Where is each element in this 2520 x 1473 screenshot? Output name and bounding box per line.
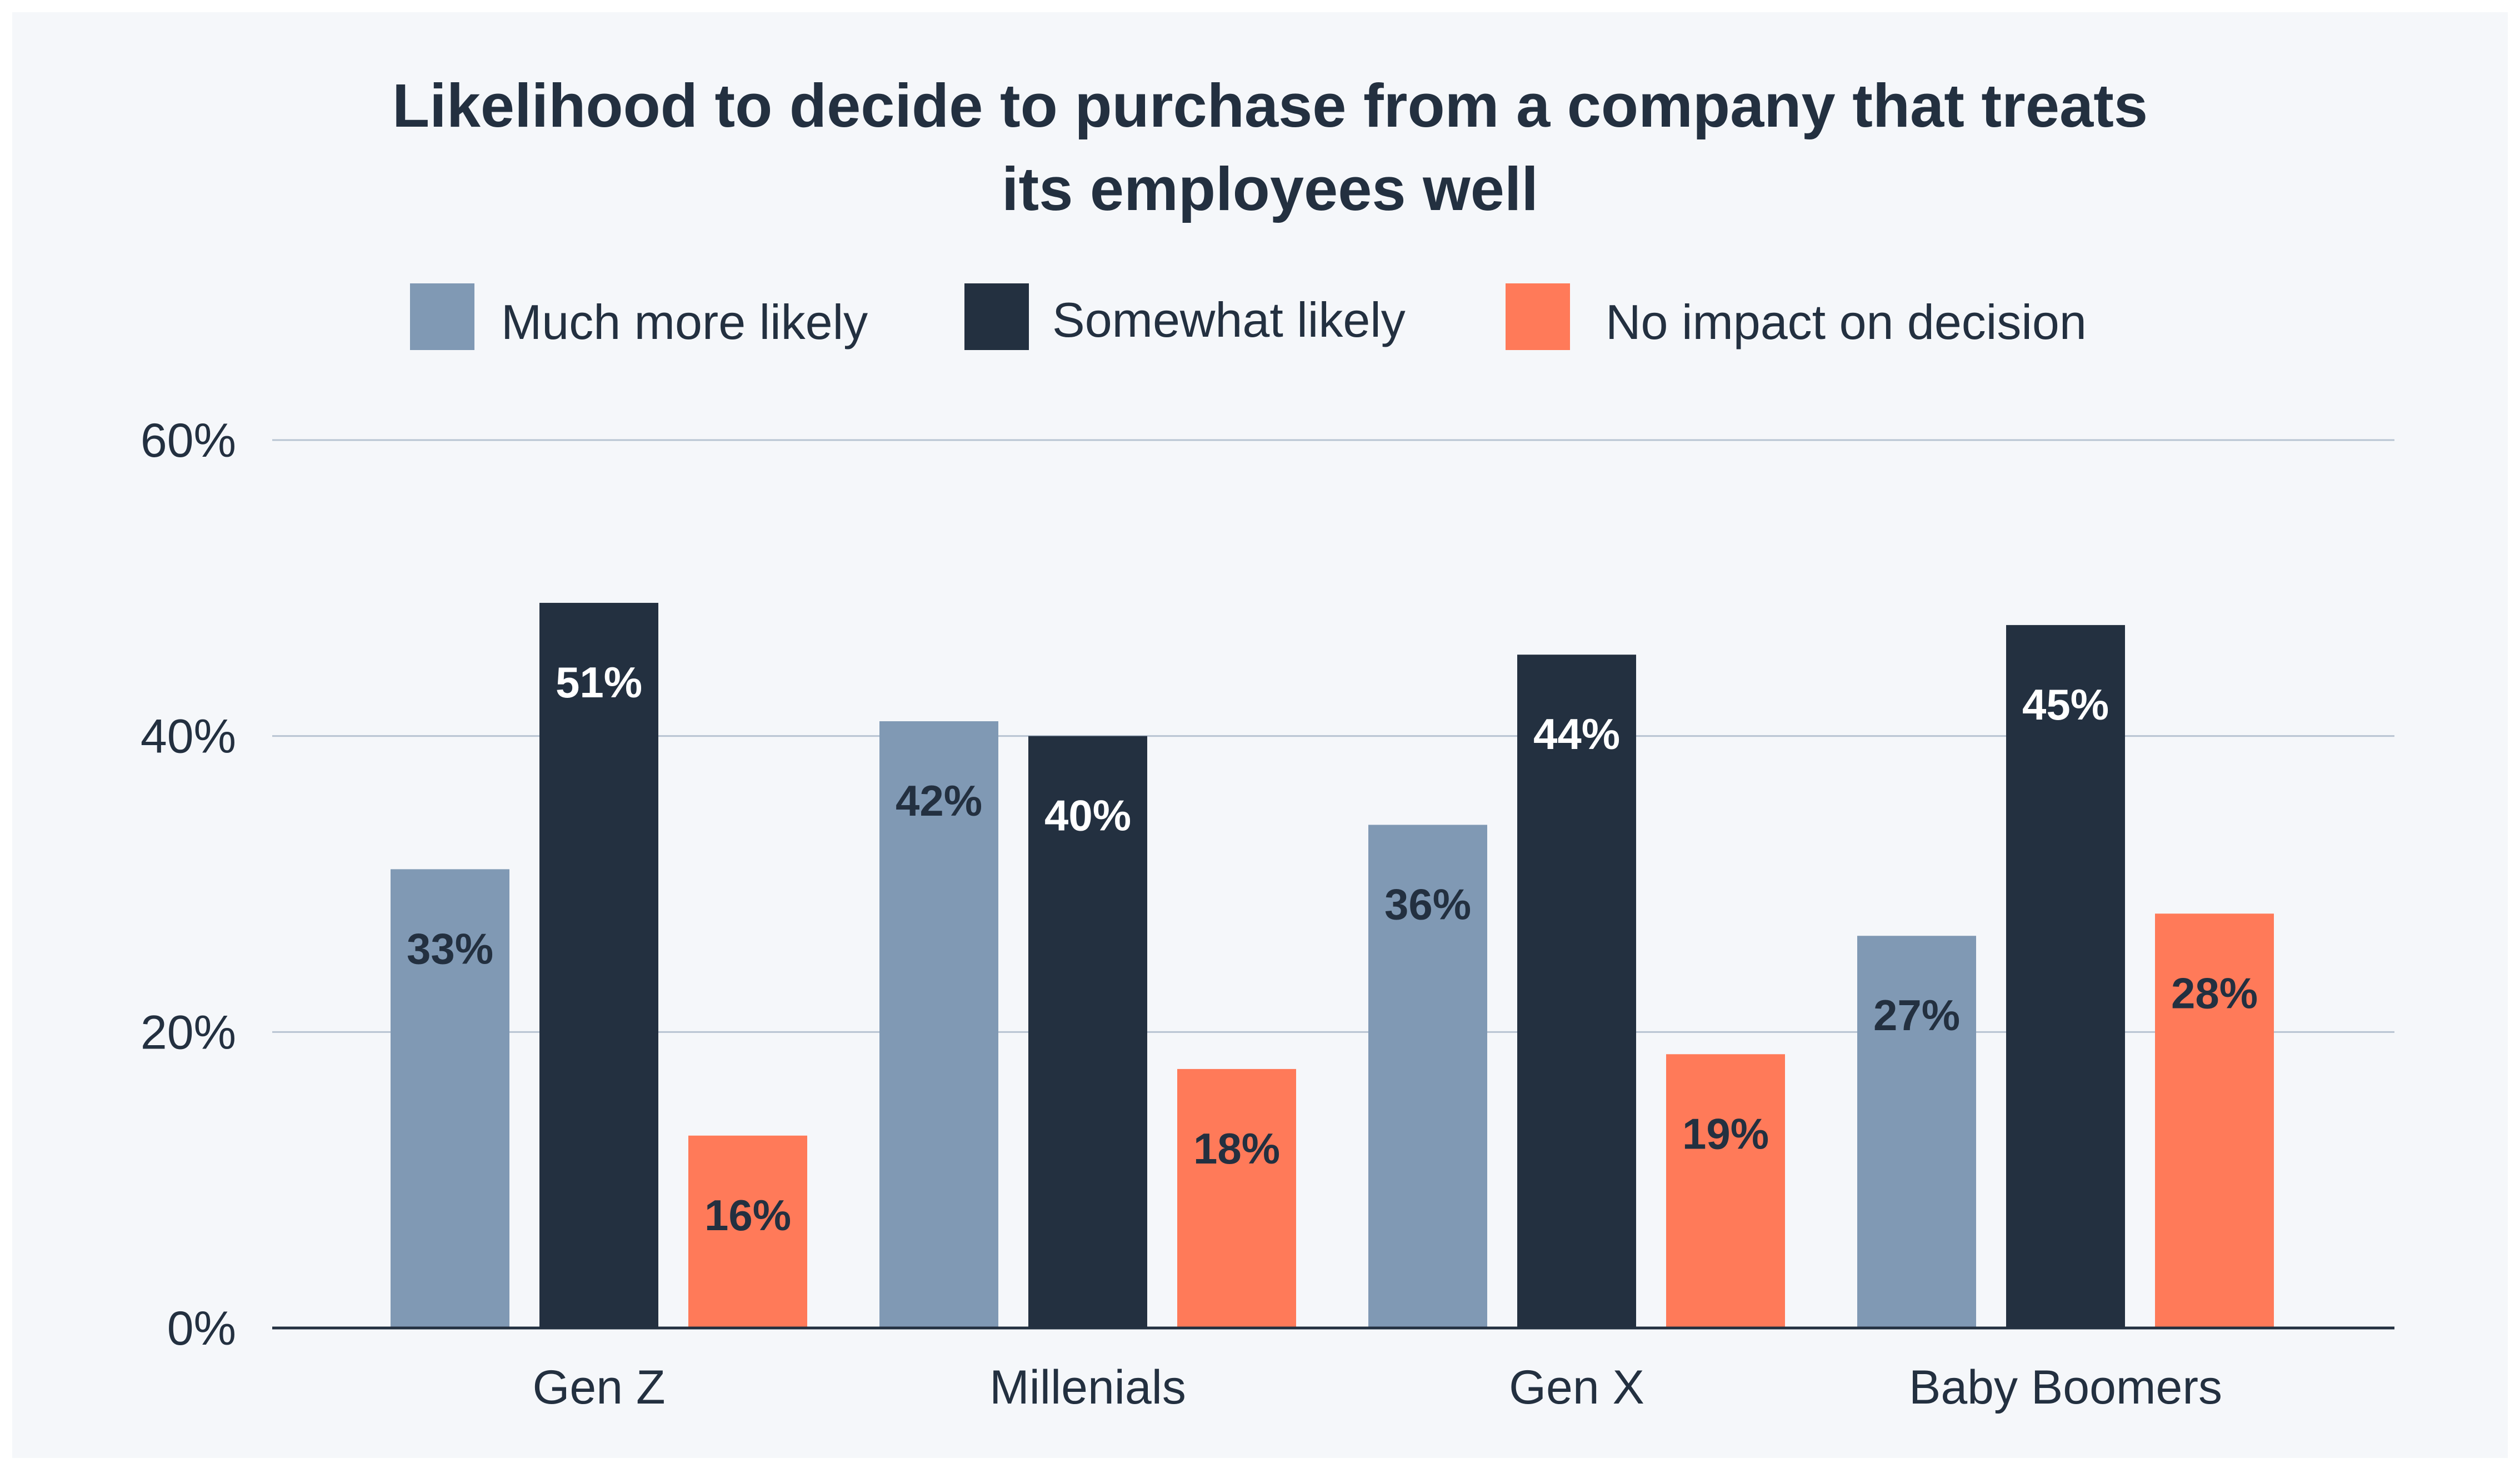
y-tick-label-20: 20% — [141, 1006, 236, 1059]
legend-swatch-somewhat-likely — [964, 283, 1029, 350]
bar-label-baby-boomers-no-impact-on-decision: 28% — [2171, 968, 2258, 1017]
legend-label-somewhat-likely: Somewhat likely — [1052, 292, 1406, 347]
bar-label-gen-z-no-impact-on-decision: 16% — [704, 1191, 791, 1240]
bar-label-millenials-no-impact-on-decision: 18% — [1193, 1124, 1280, 1173]
bar-gen-x-no-impact-on-decision — [1666, 1054, 1785, 1328]
x-category-label-millenials: Millenials — [989, 1361, 1186, 1414]
legend-label-much-more-likely: Much more likely — [501, 294, 868, 349]
x-category-label-baby-boomers: Baby Boomers — [1909, 1361, 2222, 1414]
legend-label-no-impact-on-decision: No impact on decision — [1606, 294, 2087, 349]
bars — [391, 602, 2274, 1328]
chart-title: Likelihood to decide to purchase from a … — [392, 72, 2148, 223]
bar-gen-z-no-impact-on-decision — [688, 1135, 807, 1328]
bar-label-millenials-much-more-likely: 42% — [896, 776, 982, 825]
bar-label-gen-x-somewhat-likely: 44% — [1533, 710, 1620, 758]
bar-value-labels: 33% 51% 16% 42% 40% 18% 36% 44% 19% 27% 45% 28% — [407, 658, 2258, 1240]
chart-title-line-2: its employees well — [1002, 155, 1538, 223]
chart-title-line-1: Likelihood to decide to purchase from a … — [392, 72, 2148, 140]
bar-label-millenials-somewhat-likely: 40% — [1044, 791, 1131, 840]
x-axis-category-labels: Gen Z Millenials Gen X Baby Boomers — [533, 1361, 2223, 1414]
bar-baby-boomers-no-impact-on-decision — [2155, 913, 2274, 1328]
bar-baby-boomers-much-more-likely — [1857, 936, 1976, 1328]
bar-gen-x-somewhat-likely — [1517, 655, 1636, 1328]
bar-millenials-somewhat-likely — [1028, 736, 1147, 1328]
x-category-label-gen-z: Gen Z — [533, 1361, 666, 1414]
legend-swatch-no-impact-on-decision — [1506, 283, 1570, 350]
bar-millenials-much-more-likely — [879, 721, 998, 1328]
x-category-label-gen-x: Gen X — [1509, 1361, 1644, 1414]
legend-item-somewhat-likely: Somewhat likely — [964, 283, 1406, 350]
bar-gen-z-much-more-likely — [391, 869, 509, 1328]
legend-item-no-impact-on-decision: No impact on decision — [1506, 283, 2087, 350]
y-tick-label-40: 40% — [141, 710, 236, 763]
bar-millenials-no-impact-on-decision — [1177, 1068, 1296, 1328]
bar-baby-boomers-somewhat-likely — [2006, 625, 2125, 1328]
bar-label-baby-boomers-much-more-likely: 27% — [1873, 991, 1960, 1040]
chart-legend: Much more likely Somewhat likely No impa… — [410, 283, 2087, 350]
bar-label-gen-x-no-impact-on-decision: 19% — [1682, 1109, 1769, 1158]
legend-item-much-more-likely: Much more likely — [410, 283, 868, 350]
bar-gen-x-much-more-likely — [1368, 825, 1487, 1328]
y-tick-label-60: 60% — [141, 414, 236, 467]
bar-label-gen-z-somewhat-likely: 51% — [556, 658, 642, 707]
bar-label-gen-z-much-more-likely: 33% — [407, 924, 493, 973]
y-tick-label-0: 0% — [167, 1302, 236, 1355]
bar-gen-z-somewhat-likely — [539, 602, 658, 1328]
bar-label-gen-x-much-more-likely: 36% — [1384, 880, 1471, 928]
y-axis-tick-labels: 0% 20% 40% 60% — [141, 414, 236, 1355]
legend-swatch-much-more-likely — [410, 283, 474, 350]
bar-label-baby-boomers-somewhat-likely: 45% — [2022, 680, 2109, 729]
